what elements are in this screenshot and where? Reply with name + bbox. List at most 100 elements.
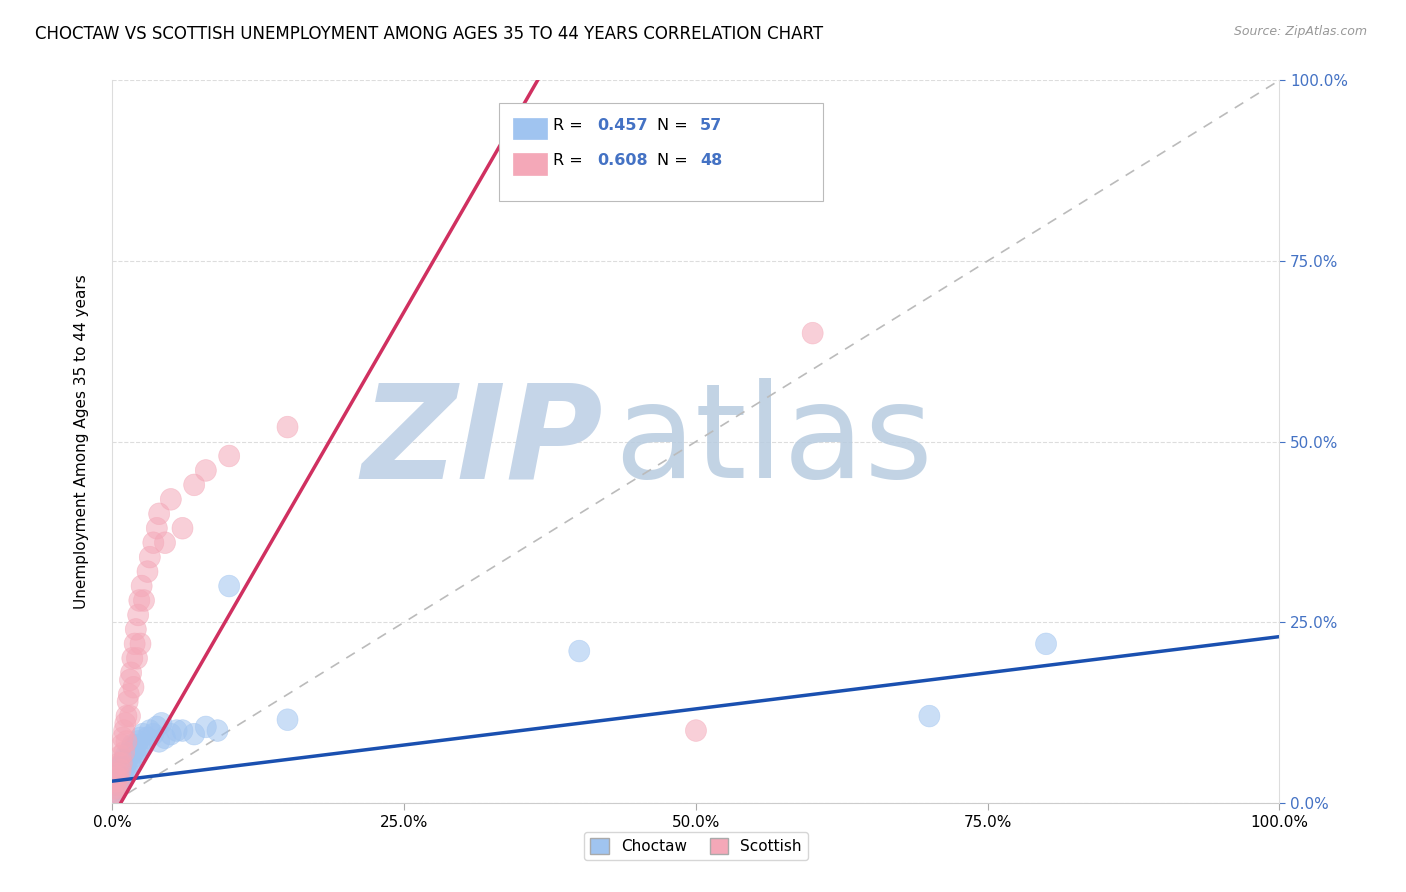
Ellipse shape — [105, 771, 127, 792]
Ellipse shape — [127, 648, 148, 669]
Ellipse shape — [132, 723, 153, 745]
Ellipse shape — [103, 785, 124, 806]
Text: CHOCTAW VS SCOTTISH UNEMPLOYMENT AMONG AGES 35 TO 44 YEARS CORRELATION CHART: CHOCTAW VS SCOTTISH UNEMPLOYMENT AMONG A… — [35, 25, 824, 43]
Ellipse shape — [115, 752, 136, 774]
Ellipse shape — [117, 759, 138, 781]
Ellipse shape — [121, 662, 142, 683]
Ellipse shape — [277, 709, 298, 731]
Ellipse shape — [149, 503, 170, 524]
Ellipse shape — [149, 731, 170, 752]
Ellipse shape — [115, 706, 136, 727]
Y-axis label: Unemployment Among Ages 35 to 44 years: Unemployment Among Ages 35 to 44 years — [75, 274, 89, 609]
Ellipse shape — [184, 474, 205, 496]
Ellipse shape — [125, 745, 146, 767]
Ellipse shape — [122, 741, 143, 763]
Ellipse shape — [117, 690, 138, 713]
Ellipse shape — [110, 752, 129, 774]
Ellipse shape — [129, 590, 150, 611]
Ellipse shape — [569, 640, 589, 662]
Ellipse shape — [111, 752, 132, 774]
Ellipse shape — [172, 720, 193, 741]
Ellipse shape — [160, 723, 181, 745]
Ellipse shape — [110, 771, 129, 792]
Ellipse shape — [110, 767, 131, 789]
Ellipse shape — [114, 741, 135, 763]
Ellipse shape — [103, 785, 124, 806]
Ellipse shape — [120, 752, 141, 774]
Ellipse shape — [120, 741, 141, 763]
Ellipse shape — [128, 604, 149, 626]
Ellipse shape — [219, 445, 239, 467]
Ellipse shape — [184, 723, 205, 745]
Ellipse shape — [108, 778, 129, 799]
Ellipse shape — [115, 745, 136, 767]
Ellipse shape — [219, 575, 239, 597]
Ellipse shape — [136, 561, 157, 582]
Text: 57: 57 — [700, 118, 723, 133]
Ellipse shape — [105, 781, 127, 803]
Ellipse shape — [160, 489, 181, 510]
Ellipse shape — [104, 778, 125, 799]
Ellipse shape — [131, 575, 152, 597]
Ellipse shape — [107, 774, 128, 796]
Ellipse shape — [110, 756, 131, 778]
Ellipse shape — [104, 778, 125, 799]
Ellipse shape — [110, 745, 131, 767]
Ellipse shape — [114, 720, 135, 741]
Ellipse shape — [134, 590, 155, 611]
Text: ZIP: ZIP — [361, 378, 603, 505]
Ellipse shape — [150, 713, 172, 734]
Ellipse shape — [120, 669, 141, 690]
Ellipse shape — [122, 676, 143, 698]
Ellipse shape — [277, 417, 298, 438]
Ellipse shape — [107, 767, 128, 789]
Ellipse shape — [207, 720, 228, 741]
Ellipse shape — [1036, 633, 1056, 655]
Ellipse shape — [112, 752, 134, 774]
Ellipse shape — [108, 763, 129, 785]
Ellipse shape — [146, 716, 167, 738]
Ellipse shape — [128, 731, 149, 752]
Ellipse shape — [115, 731, 136, 752]
Ellipse shape — [128, 741, 149, 763]
Ellipse shape — [172, 517, 193, 539]
Ellipse shape — [118, 745, 139, 767]
Text: 0.608: 0.608 — [598, 153, 648, 169]
Ellipse shape — [105, 771, 127, 792]
Text: 48: 48 — [700, 153, 723, 169]
Text: atlas: atlas — [614, 378, 934, 505]
Text: R =: R = — [553, 118, 588, 133]
Ellipse shape — [143, 532, 165, 554]
Ellipse shape — [920, 706, 939, 727]
Ellipse shape — [115, 763, 136, 785]
Ellipse shape — [118, 683, 139, 706]
Ellipse shape — [129, 633, 150, 655]
Ellipse shape — [115, 756, 136, 778]
Ellipse shape — [112, 763, 134, 785]
Ellipse shape — [111, 759, 132, 781]
Ellipse shape — [155, 727, 176, 748]
Ellipse shape — [110, 759, 131, 781]
Ellipse shape — [166, 720, 187, 741]
Ellipse shape — [122, 648, 143, 669]
Text: Source: ZipAtlas.com: Source: ZipAtlas.com — [1233, 25, 1367, 38]
Ellipse shape — [125, 618, 146, 640]
Text: R =: R = — [553, 153, 588, 169]
Text: 0.457: 0.457 — [598, 118, 648, 133]
Ellipse shape — [134, 734, 155, 756]
Ellipse shape — [155, 532, 176, 554]
Ellipse shape — [121, 738, 142, 759]
Ellipse shape — [108, 767, 129, 789]
Ellipse shape — [120, 706, 141, 727]
Ellipse shape — [131, 738, 152, 759]
Legend: Choctaw, Scottish: Choctaw, Scottish — [583, 832, 808, 860]
Ellipse shape — [139, 720, 160, 741]
Ellipse shape — [803, 322, 823, 344]
Ellipse shape — [139, 546, 160, 568]
Text: N =: N = — [657, 153, 693, 169]
Ellipse shape — [195, 716, 217, 738]
Ellipse shape — [117, 748, 138, 771]
Ellipse shape — [105, 781, 127, 803]
Ellipse shape — [110, 763, 129, 785]
Ellipse shape — [115, 713, 136, 734]
